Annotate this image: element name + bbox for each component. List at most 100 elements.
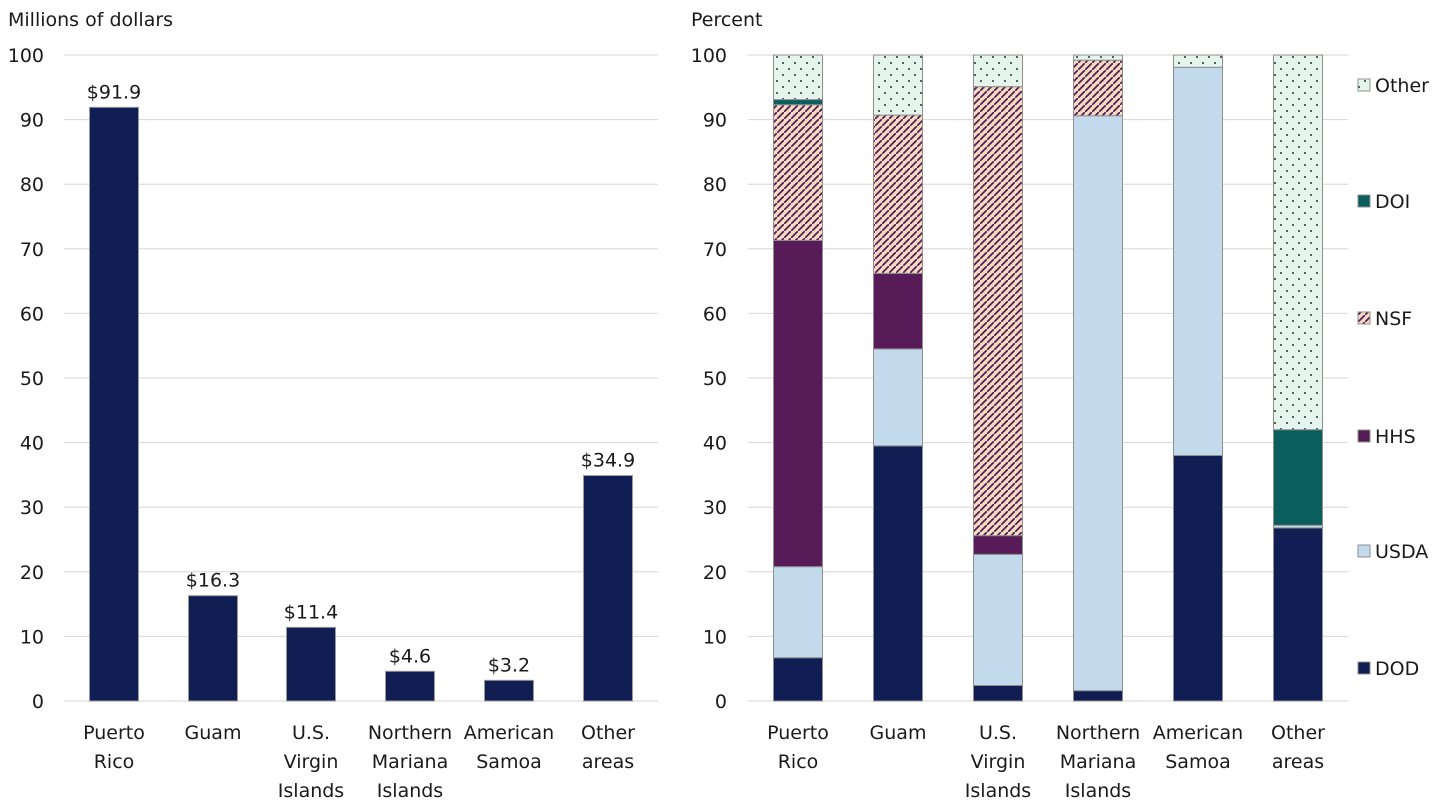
left-bar <box>286 626 336 702</box>
right-stacked-bars <box>773 54 1323 702</box>
segment-doi <box>1273 429 1323 526</box>
left-bar <box>89 106 139 702</box>
segment-usda <box>1073 115 1123 692</box>
left-y-tick-label: 60 <box>20 303 44 325</box>
legend: Other DOI NSF HHS USDA DOD <box>1357 75 1429 680</box>
legend-swatch-dod <box>1357 661 1371 675</box>
left-y-tick-label: 70 <box>20 239 44 261</box>
segment-dod <box>873 445 923 702</box>
right-y-tick-label: 50 <box>703 368 727 390</box>
legend-swatch-usda <box>1357 544 1371 558</box>
right-category-label: Other <box>1271 722 1325 744</box>
right-category-label: American <box>1153 722 1243 744</box>
left-data-label: $3.2 <box>488 654 530 676</box>
left-y-tick-label: 0 <box>32 691 44 713</box>
left-data-label: $11.4 <box>284 601 338 623</box>
left-category-label: Islands <box>377 780 443 802</box>
right-category-label: Northern <box>1056 722 1140 744</box>
left-gridlines <box>64 54 658 702</box>
segment-nsf <box>873 114 923 274</box>
left-category-label: Samoa <box>476 751 541 773</box>
segment-other <box>873 54 923 116</box>
left-y-tick-label: 20 <box>20 562 44 584</box>
left-data-label: $34.9 <box>581 450 635 472</box>
left-bar <box>385 670 435 702</box>
right-y-tick-label: 40 <box>703 433 727 455</box>
segment-nsf <box>973 86 1023 537</box>
segment-hhs <box>973 535 1023 555</box>
right-y-tick-label: 20 <box>703 562 727 584</box>
segment-hhs <box>773 239 823 568</box>
right-y-tick-label: 70 <box>703 239 727 261</box>
right-category-label: Samoa <box>1165 751 1230 773</box>
right-category-label: areas <box>1272 751 1324 773</box>
segment-other <box>773 54 823 101</box>
left-data-label: $91.9 <box>87 81 141 103</box>
left-data-labels: $91.9 $16.3 $11.4 $4.6 $3.2 $34.9 <box>87 81 635 676</box>
left-y-tick-label: 90 <box>20 110 44 132</box>
left-category-labels: Puerto Rico Guam U.S. Virgin Islands Northern M… <box>83 722 635 802</box>
right-y-tick-label: 10 <box>703 626 727 648</box>
left-category-label: Rico <box>94 751 135 773</box>
left-bar <box>484 679 534 702</box>
left-category-label: U.S. <box>292 722 330 744</box>
right-category-label: Virgin <box>971 751 1026 773</box>
segment-nsf <box>1073 59 1123 117</box>
segment-hhs <box>873 272 923 350</box>
segment-dod <box>773 657 823 702</box>
right-category-label: Guam <box>870 722 927 744</box>
segment-nsf <box>773 104 823 241</box>
segment-doi <box>773 99 823 106</box>
left-category-label: Islands <box>278 780 344 802</box>
left-y-tick-label: 50 <box>20 368 44 390</box>
segment-dod <box>1173 455 1223 702</box>
right-y-tick-label: 30 <box>703 497 727 519</box>
segment-usda <box>1173 66 1223 457</box>
left-category-label: Other <box>581 722 635 744</box>
right-y-tick-label: 0 <box>715 691 727 713</box>
left-data-label: $4.6 <box>389 645 431 667</box>
right-category-label: Islands <box>1065 780 1131 802</box>
legend-label-doi: DOI <box>1375 191 1410 213</box>
left-y-ticks: 0 10 20 30 40 50 60 70 80 90 100 <box>8 45 44 713</box>
left-y-tick-label: 30 <box>20 497 44 519</box>
legend-label-usda: USDA <box>1375 541 1428 563</box>
left-y-tick-label: 80 <box>20 174 44 196</box>
right-y-axis-label: Percent <box>691 9 763 31</box>
legend-swatch-doi <box>1357 194 1371 208</box>
legend-label-other: Other <box>1375 75 1429 97</box>
left-category-label: American <box>464 722 554 744</box>
left-category-label: Puerto <box>83 722 145 744</box>
segment-usda <box>973 553 1023 686</box>
right-category-labels: Puerto Rico Guam U.S. Virgin Islands Northern M… <box>767 722 1325 802</box>
segment-dod <box>973 684 1023 702</box>
right-category-label: Puerto <box>767 722 829 744</box>
left-bars <box>89 106 633 702</box>
legend-swatch-hhs <box>1357 429 1371 443</box>
segment-dod <box>1073 690 1123 702</box>
segment-other <box>1173 54 1223 68</box>
right-category-label: Islands <box>965 780 1031 802</box>
right-category-label: U.S. <box>979 722 1017 744</box>
segment-usda <box>873 348 923 447</box>
right-gridlines <box>748 54 1348 702</box>
right-y-tick-label: 80 <box>703 174 727 196</box>
segment-usda <box>773 566 823 659</box>
left-y-tick-label: 40 <box>20 433 44 455</box>
legend-swatch-nsf <box>1357 311 1371 325</box>
left-y-axis-label: Millions of dollars <box>8 9 173 31</box>
dollars-bar-chart: Millions of dollars 0 10 20 30 40 50 60 70 80 90 1… <box>8 9 658 802</box>
left-y-tick-label: 100 <box>8 45 44 67</box>
legend-label-dod: DOD <box>1375 658 1419 680</box>
legend-swatch-other <box>1357 78 1371 92</box>
percent-stacked-chart: Percent 0 10 20 30 40 50 60 70 80 90 100 Puerto Ric… <box>691 9 1429 802</box>
left-bar <box>188 595 238 702</box>
left-y-tick-label: 10 <box>20 626 44 648</box>
right-y-tick-label: 100 <box>691 45 727 67</box>
left-category-label: areas <box>582 751 634 773</box>
left-category-label: Guam <box>185 722 242 744</box>
left-category-label: Virgin <box>284 751 339 773</box>
left-data-label: $16.3 <box>186 570 240 592</box>
right-y-tick-label: 90 <box>703 110 727 132</box>
